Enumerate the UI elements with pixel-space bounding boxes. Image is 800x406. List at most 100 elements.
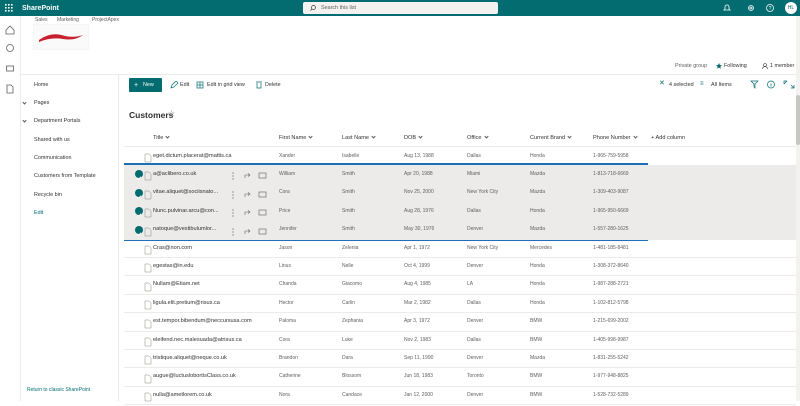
column-header[interactable]: Phone Number [593, 134, 638, 142]
cell: BMW [530, 391, 543, 398]
favorite-star[interactable]: ☆ [168, 109, 176, 118]
header-divider [124, 146, 796, 147]
column-header[interactable]: First Name [279, 134, 313, 142]
grid-command[interactable]: Edit in grid view [207, 82, 245, 88]
row-check[interactable] [135, 225, 143, 236]
row-actions[interactable] [144, 225, 269, 241]
delete-command[interactable]: Delete [265, 82, 281, 88]
app-name[interactable]: SharePoint [22, 5, 59, 12]
site-logo[interactable] [33, 24, 89, 50]
search-box[interactable] [303, 2, 498, 14]
item-title[interactable]: a@aclibero.co.uk [153, 170, 197, 177]
row-icons [144, 319, 152, 328]
avatar[interactable]: HL [785, 2, 797, 14]
edit-command[interactable]: Edit [180, 82, 190, 88]
column-header[interactable]: Office [467, 134, 489, 142]
cell: Honda [530, 152, 545, 159]
row-actions[interactable] [144, 151, 269, 167]
header-icons[interactable]: ? [722, 3, 782, 13]
column-header[interactable]: DOB [404, 134, 423, 142]
nav-item[interactable]: Communication [34, 155, 72, 161]
view-switcher[interactable]: All Items [711, 82, 732, 88]
search-placeholder: Search this list [321, 4, 357, 11]
cell: 1-405-998-9987 [593, 336, 629, 343]
row-actions[interactable] [144, 390, 269, 406]
row-actions[interactable] [144, 298, 269, 314]
cell: Zelenia [342, 244, 359, 251]
toolbar-icons[interactable] [750, 80, 796, 89]
row-actions[interactable] [144, 372, 269, 388]
item-title[interactable]: nulla@ametlorem.co.uk [153, 391, 212, 398]
nav-item[interactable]: Customers from Template [34, 173, 96, 179]
item-title[interactable]: natoque@vestibulumlor... [153, 226, 217, 233]
site-tab[interactable]: Sales [35, 17, 48, 23]
row-actions[interactable] [144, 261, 269, 277]
row-divider [124, 367, 796, 368]
row-actions[interactable] [144, 243, 269, 259]
new-button[interactable] [129, 78, 162, 92]
cell: 1-813-718-6669 [593, 170, 629, 177]
site-tab[interactable]: Marketing [57, 17, 79, 23]
app-launcher[interactable] [5, 4, 13, 12]
item-title[interactable]: Cras@non.com [153, 244, 192, 251]
nav-item[interactable]: Department Portals [34, 118, 81, 124]
row-actions[interactable] [144, 169, 269, 185]
item-title[interactable]: est.tempor.bibendum@neccursusa.com [153, 318, 252, 325]
row-actions[interactable] [144, 206, 269, 222]
item-title[interactable]: Nullam@Etiam.net [153, 281, 200, 288]
cell: Denver [467, 262, 484, 269]
cell: Honda [530, 281, 545, 288]
item-title[interactable]: augue@luctuslobortisClass.co.uk [153, 373, 236, 380]
nav-item[interactable]: Home [34, 82, 49, 88]
row-divider [124, 257, 796, 258]
row-actions[interactable] [144, 335, 269, 351]
nav-item[interactable]: Recycle bin [34, 192, 62, 198]
item-title[interactable]: ligula.elit.pretium@risus.ca [153, 299, 220, 306]
row-actions[interactable] [144, 353, 269, 369]
person-icon [762, 63, 768, 69]
row-actions[interactable] [144, 280, 269, 296]
cell: 1-987-288-2721 [593, 281, 629, 288]
classic-link[interactable]: Return to classic SharePoint [27, 387, 91, 393]
site-tab[interactable]: ProjectApex [92, 17, 119, 23]
item-title[interactable]: eleifend.nec.malesuada@atrisus.ca [153, 336, 242, 343]
cell: Mazda [530, 189, 546, 196]
row-check[interactable] [135, 170, 143, 181]
row-icons [144, 356, 152, 365]
item-title[interactable]: Nunc.pulvinar.arcu@con... [153, 207, 219, 214]
nav-item[interactable]: Pages [34, 100, 50, 106]
row-actions[interactable] [144, 317, 269, 333]
row-icons [144, 264, 152, 273]
cell: 1-308-372-8640 [593, 262, 629, 269]
item-title[interactable]: eget.dictum.placerat@mattis.ca [153, 152, 232, 159]
members[interactable]: 1 member [770, 63, 795, 69]
row-actions[interactable] [144, 188, 269, 204]
cell: 1-215-699-2002 [593, 318, 629, 325]
row-divider [124, 385, 796, 387]
new-label[interactable]: New [143, 82, 154, 88]
cell: Jun 18, 1983 [404, 373, 433, 380]
column-header[interactable]: Last Name [342, 134, 376, 142]
nav-chevron [22, 118, 27, 123]
item-title[interactable]: vitae.aliquet@sociisnato... [153, 189, 219, 196]
cell: 1-831-255-5242 [593, 354, 629, 361]
row-check[interactable] [135, 207, 143, 218]
scroll-thumb[interactable] [796, 95, 800, 145]
row-check[interactable] [135, 188, 143, 199]
row-divider [124, 220, 796, 221]
item-title[interactable]: tristique.aliquet@neque.co.uk [153, 354, 227, 361]
column-header[interactable]: + Add column [651, 135, 686, 141]
column-header[interactable]: Title [153, 134, 170, 142]
item-title[interactable]: egestas@in.edu [153, 262, 194, 269]
cell: Jennifer [279, 226, 297, 233]
nav-item[interactable]: Shared with us [34, 137, 70, 143]
row-icons [144, 227, 267, 236]
cell: Dallas [467, 299, 481, 306]
nav-edit[interactable]: Edit [34, 210, 44, 216]
cell: 1-965-950-6669 [593, 207, 629, 214]
sort-chevron [165, 134, 170, 139]
nav-chevron [22, 100, 27, 105]
clear-selection[interactable]: ✕ [659, 80, 665, 87]
column-header[interactable]: Current Brand [530, 134, 572, 142]
follow-button[interactable]: Following [724, 63, 747, 69]
